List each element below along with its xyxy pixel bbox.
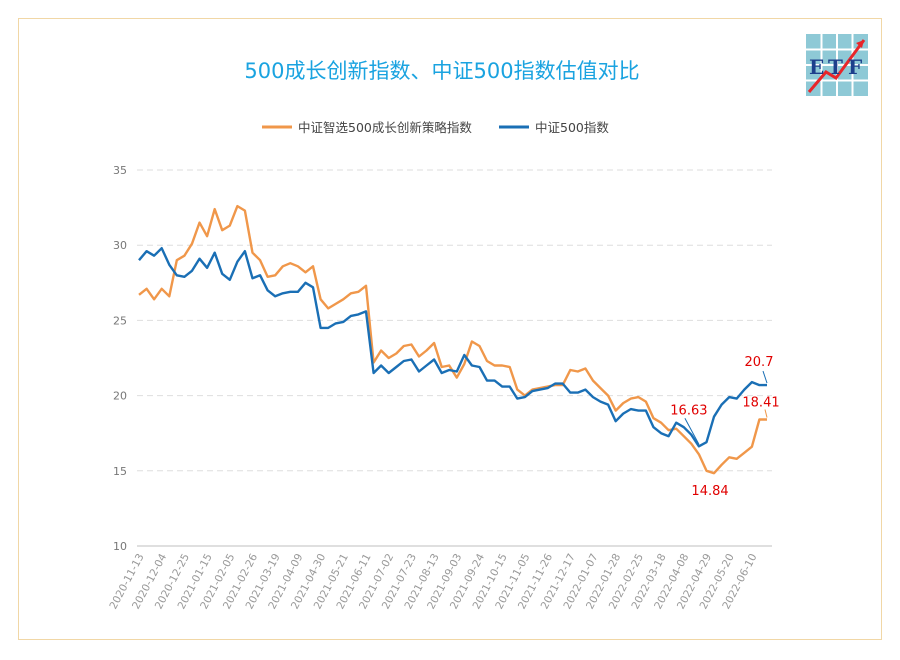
y-tick-label: 30 [113, 239, 127, 252]
data-label-leader-series-1-last [762, 370, 768, 384]
y-tick-label: 35 [113, 164, 127, 177]
series-line-1 [138, 246, 767, 448]
y-axis: 10 15 20 25 30 35 [113, 164, 127, 553]
chart-frame [18, 18, 882, 640]
etf-logo: E T F [806, 34, 868, 96]
svg-text:F: F [848, 55, 862, 79]
data-labels: 14.84 16.63 20.7 18.41 [670, 355, 779, 499]
y-tick-label: 20 [113, 390, 127, 403]
series-line-0 [138, 204, 767, 475]
series [138, 204, 767, 475]
grid [137, 169, 772, 547]
legend-label-series-1: 中证500指数 [535, 120, 609, 135]
data-label-leader-series-0-last [764, 409, 768, 418]
data-label-series-1-last: 20.7 [745, 355, 774, 370]
legend-label-series-0: 中证智选500成长创新策略指数 [298, 120, 472, 135]
y-tick-label: 10 [113, 540, 127, 553]
legend: 中证智选500成长创新策略指数 中证500指数 [262, 120, 609, 135]
chart-title: 500成长创新指数、中证500指数估值对比 [244, 59, 639, 83]
y-tick-label: 25 [113, 314, 127, 327]
svg-text:E: E [809, 55, 824, 79]
svg-text:T: T [828, 55, 843, 79]
data-label-series-0-last: 18.41 [742, 396, 779, 411]
data-label-series-1-min: 16.63 [670, 403, 707, 418]
y-tick-label: 15 [113, 465, 127, 478]
data-label-leader-series-1-min [684, 418, 700, 445]
data-label-series-0-min: 14.84 [691, 484, 728, 499]
x-axis: 2020-11-132020-12-042020-12-252021-01-15… [107, 552, 759, 612]
